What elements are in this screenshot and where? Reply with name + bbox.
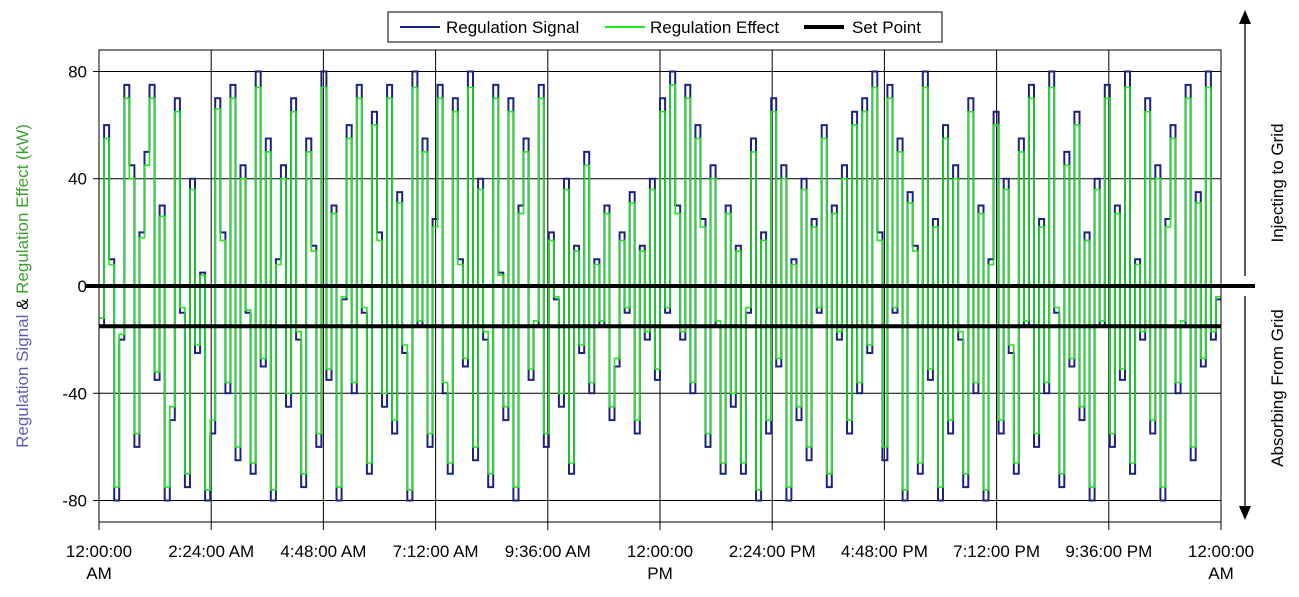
y-tick-label: 80 (68, 62, 87, 81)
injecting-arrow-head (1239, 10, 1251, 24)
axis-layer: 80 40 0 -40 -80 12:00:00 AM 2:24:00 AM 4:48:00 A… (62, 49, 1254, 583)
injecting-label: Injecting to Grid (1268, 123, 1287, 242)
x-tick-label: 4:48:00 AM (280, 542, 366, 561)
y-tick-label: -40 (62, 384, 87, 403)
y-tick-label: -80 (62, 492, 87, 511)
x-tick-label: 9:36:00 PM (1065, 542, 1152, 561)
right-annotation: Injecting to Grid Absorbing From Grid (1239, 10, 1287, 520)
y-tick-label: 0 (78, 277, 87, 296)
x-tick-label: 12:00:00 AM (66, 542, 132, 583)
y-tick-label: 40 (68, 170, 87, 189)
absorbing-label: Absorbing From Grid (1268, 309, 1287, 467)
y-axis-label-and: & (13, 294, 32, 315)
x-tick-label: 7:12:00 AM (393, 542, 479, 561)
series-layer (85, 70, 1255, 502)
legend-label-regulation-signal: Regulation Signal (446, 18, 579, 37)
plot-border (98, 49, 1222, 523)
x-tick-label: 7:12:00 PM (953, 542, 1040, 561)
x-tick-label: 4:48:00 PM (841, 542, 928, 561)
x-tick-label: 9:36:00 AM (505, 542, 591, 561)
y-axis-label-signal: Regulation Signal (13, 315, 32, 448)
x-tick-label: 2:24:00 AM (168, 542, 254, 561)
absorbing-arrow-head (1239, 506, 1251, 520)
y-axis-label-effect: Regulation Effect (kW) (13, 124, 32, 294)
legend-label-regulation-effect: Regulation Effect (650, 18, 779, 37)
x-tick-label: 12:00:00 AM (1188, 542, 1254, 583)
y-axis-label: Regulation Signal & Regulation Effect (k… (13, 124, 32, 448)
legend: Regulation Signal Regulation Effect Set … (387, 11, 943, 43)
x-tick-label: 12:00:00 PM (627, 542, 693, 583)
legend-label-set-point: Set Point (852, 18, 921, 37)
x-tick-label: 2:24:00 PM (729, 542, 816, 561)
legend-box (387, 11, 943, 43)
series-regulation-effect (99, 84, 1221, 491)
